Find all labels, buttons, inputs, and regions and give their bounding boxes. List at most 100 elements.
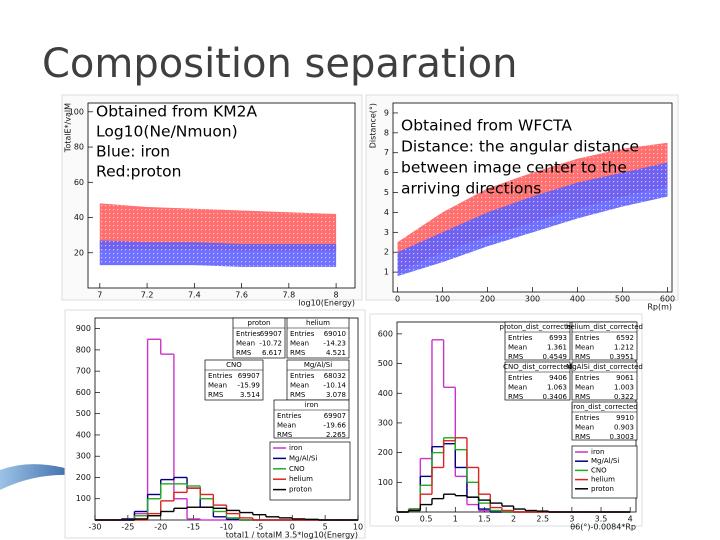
stat-label: RMS (508, 393, 524, 401)
x-tick-label: 400 (570, 295, 585, 304)
slide-title: Composition separation (42, 41, 517, 87)
x-tick-label: -15 (187, 523, 200, 532)
stat-label: RMS (290, 391, 306, 399)
stat-box (571, 361, 638, 401)
y-tick-label: 6 (384, 168, 389, 177)
stat-label: Entries (508, 334, 533, 342)
stat-value: -15.99 (237, 382, 260, 390)
y-tick-label: 500 (76, 409, 91, 418)
x-tick-label: 0 (395, 295, 400, 304)
stat-value: -19.66 (323, 422, 346, 430)
x-tick-label: 7 (97, 291, 102, 300)
stat-label: Entries (575, 334, 600, 342)
stat-value: 9910 (616, 414, 634, 422)
stat-label: Mean (575, 344, 594, 352)
stat-label: Mean (236, 340, 255, 348)
x-tick-label: 10 (353, 523, 363, 532)
y-tick-label: 500 (378, 359, 393, 368)
stat-label: Entries (236, 330, 261, 338)
stat-title: helium_dist_corrected (566, 323, 643, 331)
x-tick-label: 2.5 (536, 515, 549, 524)
x-tick-label: 3 (569, 515, 574, 524)
stat-label: RMS (508, 353, 524, 361)
y-tick-label: 600 (76, 388, 91, 397)
stat-box (504, 361, 571, 401)
x-tick-label: 0 (290, 523, 295, 532)
legend-label: helium (591, 476, 615, 484)
y-tick-label: 80 (74, 143, 84, 152)
stat-value: 6993 (549, 334, 567, 342)
x-tick-label: 600 (660, 295, 675, 304)
stat-label: RMS (575, 433, 591, 441)
stat-value: 9061 (616, 374, 634, 382)
stat-label: RMS (277, 431, 293, 439)
stat-box (232, 317, 286, 359)
stat-value: -10.14 (323, 382, 346, 390)
stat-value: 6592 (616, 334, 634, 342)
legend-label: iron (591, 448, 604, 456)
stat-value: 68032 (324, 372, 346, 380)
x-tick-label: -5 (255, 523, 263, 532)
stat-box (571, 321, 638, 361)
stat-value: 0.903 (614, 424, 634, 432)
stat-box (286, 359, 350, 401)
y-tick-label: 5 (384, 188, 389, 197)
stat-value: 1.212 (614, 344, 634, 352)
y-tick-label: 100 (76, 494, 91, 503)
y-tick-label: 8 (384, 128, 389, 137)
y-tick-label: 400 (76, 430, 91, 439)
y-tick-label: 300 (76, 452, 91, 461)
note-line: Blue: iron (96, 143, 170, 161)
chart: 0 100 200 300 400 500 600 1 2 3 4 5 6 7 8 9 Rp(m) Distanc… (365, 94, 679, 312)
legend-label: Mg/Al/Si (289, 454, 317, 462)
band-texture (397, 162, 668, 277)
x-tick-label: 7.2 (141, 291, 154, 300)
note-line: between image center to the (401, 159, 627, 177)
y-tick-label: 200 (378, 448, 393, 457)
y-tick-label: 60 (74, 178, 84, 187)
legend-label: CNO (591, 466, 607, 474)
stat-label: Mean (277, 422, 296, 430)
stat-title: iron_dist_corrected (571, 403, 637, 411)
stat-title: helium (306, 319, 330, 327)
stat-label: Entries (290, 372, 315, 380)
stat-title: proton (248, 319, 271, 327)
stat-label: RMS (208, 391, 224, 399)
stat-title: iron (305, 401, 318, 409)
x-tick-label: 300 (525, 295, 540, 304)
y-tick-label: 9 (384, 108, 389, 117)
chart: 7 7.2 7.4 7.6 7.8 8 20 40 60 80 100 log10(Energy) To… (61, 94, 363, 308)
stat-value: -10.72 (259, 340, 282, 348)
stat-label: Entries (277, 412, 302, 420)
y-tick-label: 600 (378, 329, 393, 338)
x-tick-label: -30 (88, 523, 101, 532)
stat-label: Mean (575, 384, 594, 392)
x-tick-label: 500 (615, 295, 630, 304)
stat-box (286, 317, 350, 359)
stat-label: Mean (290, 382, 309, 390)
y-tick-label: 2 (384, 248, 389, 257)
stat-value: 3.078 (326, 391, 346, 399)
notes: Obtained from KM2A Log10(Ne/Nmuon) Blue: i… (96, 103, 639, 198)
band-texture (99, 240, 337, 267)
x-axis-label: Rp(m) (647, 303, 672, 312)
chart: 0 0.5 1 1.5 2 2.5 3 3.5 4 100 200 300 400 500 600 proto… (369, 313, 643, 532)
stat-value: 9406 (549, 374, 567, 382)
stat-box (273, 399, 350, 439)
legend-label: Mg/Al/Si (591, 457, 619, 465)
stat-label: Mean (575, 424, 594, 432)
stat-value: 69907 (238, 372, 260, 380)
y-axis-label: TotalE*/valM (64, 103, 73, 153)
stat-label: RMS (575, 353, 591, 361)
stat-title: CNO_dist_corrected (503, 363, 572, 371)
stat-box (571, 401, 638, 441)
x-tick-label: -20 (154, 523, 167, 532)
note-line: Red:proton (96, 163, 181, 181)
note-line: Obtained from WFCTA (401, 117, 572, 135)
x-axis-label: total1 / totalM 3.5*log10(Energy) (226, 531, 358, 540)
note-line: arriving directions (401, 180, 541, 198)
x-tick-label: 7.6 (235, 291, 248, 300)
stat-label: Entries (290, 330, 315, 338)
stat-value: 3.514 (240, 391, 261, 399)
